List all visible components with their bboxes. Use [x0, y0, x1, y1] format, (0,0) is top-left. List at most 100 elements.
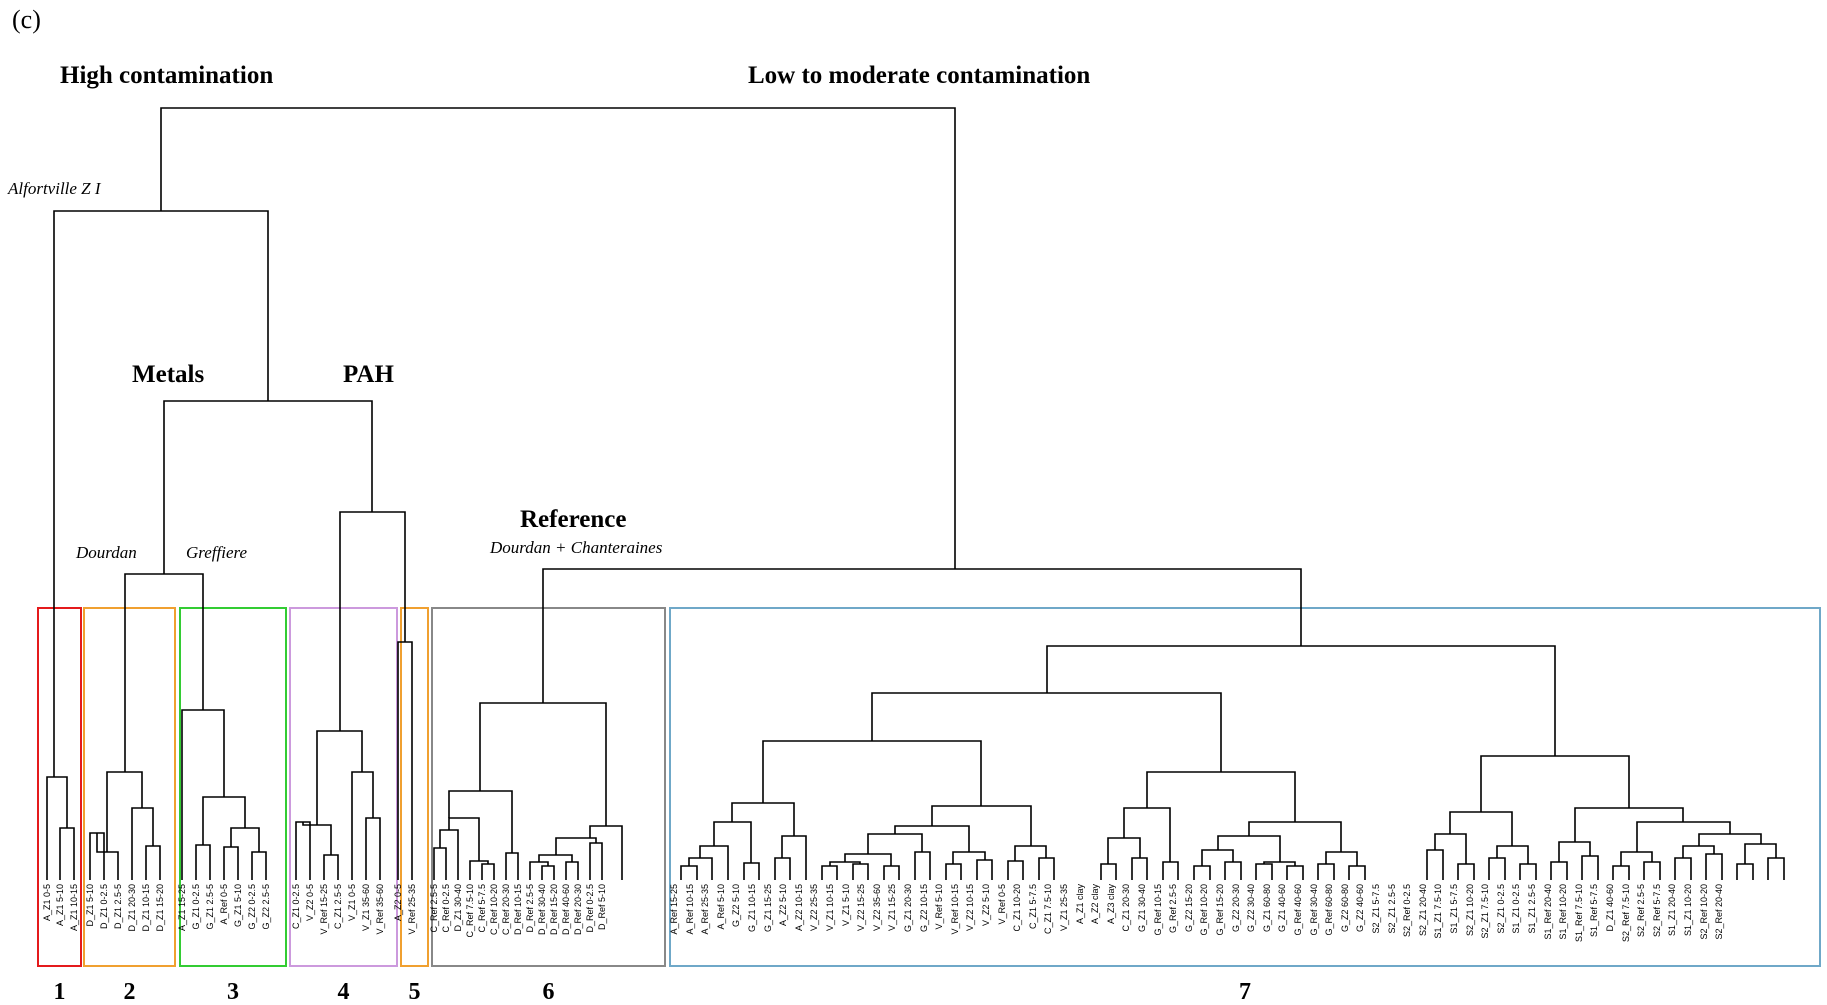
- sample-label: A_Ref 10-15: [685, 884, 695, 935]
- dendrogram-link: [1705, 853, 1723, 880]
- sample-label: A_Z1 clay: [1075, 884, 1085, 925]
- sample-label: S2_Ref 10-20: [1699, 884, 1709, 940]
- dendrogram-link: [53, 210, 269, 777]
- sample-label: G_Z2 30-40: [1246, 884, 1256, 932]
- dendrogram-link: [59, 827, 75, 880]
- sample-label: V_Z1 25-35: [1059, 884, 1069, 931]
- dendrogram-link: [1496, 845, 1529, 864]
- cluster-box: [289, 607, 398, 967]
- sample-label: C_Z1 2.5-5: [333, 884, 343, 929]
- sample-label: A_Ref 5-10: [716, 884, 726, 930]
- sample-label: D_Z1 10-15: [141, 884, 151, 932]
- sample-label: V_Z1 0-5: [347, 884, 357, 921]
- sample-label: G_Ref 40-60: [1293, 884, 1303, 936]
- sample-label: D_Z1 30-40: [453, 884, 463, 932]
- sample-label: A_Ref 0-5: [219, 884, 229, 925]
- dendrogram-link: [1574, 807, 1684, 842]
- sample-label: S1_Z1 10-20: [1683, 884, 1693, 936]
- dendrogram-link: [160, 107, 956, 569]
- sample-label: C_Z1 7.5-10: [1043, 884, 1053, 934]
- sample-label: S1_Ref 10-20: [1558, 884, 1568, 940]
- dendrogram-link: [505, 852, 519, 880]
- dendrogram-link: [1286, 865, 1304, 880]
- sample-label: C_Ref 2.5-5: [429, 884, 439, 933]
- sample-label: D_Z1 40-60: [1605, 884, 1615, 932]
- dendrogram-link: [713, 821, 752, 863]
- sample-label: G_Z2 2.5-5: [261, 884, 271, 930]
- sample-label: D_Z1 2.5-5: [113, 884, 123, 929]
- dendrogram-link: [852, 863, 869, 880]
- dendrogram-link: [1643, 861, 1661, 880]
- sample-label: V_Ref 5-10: [934, 884, 944, 930]
- dendrogram-link: [894, 825, 970, 852]
- sublabel-alfortville: Alfortville Z I: [7, 179, 102, 198]
- sample-label: G_Z2 60-80: [1340, 884, 1350, 932]
- sample-label: G_Z2 0-2.5: [247, 884, 257, 930]
- dendrogram-link: [316, 730, 363, 825]
- sublabel-greffiere: Greffiere: [186, 543, 248, 562]
- sample-label: S2_Ref 5-7.5: [1652, 884, 1662, 937]
- sample-label: V_Z1 5-10: [841, 884, 851, 926]
- sample-label: A_Z3 clay: [1106, 884, 1116, 925]
- sample-label: A_Z2 clay: [1090, 884, 1100, 925]
- dendrogram-link: [1107, 837, 1141, 864]
- sublabel-reference-sites: Dourdan + Chanteraines: [489, 538, 663, 557]
- sample-label: G_Z1 5-10: [233, 884, 243, 927]
- sample-label: G_Z1 60-80: [1262, 884, 1272, 932]
- dendrogram-link: [1488, 857, 1506, 880]
- sample-label: V_Z2 5-10: [981, 884, 991, 926]
- dendrogram-link: [529, 861, 549, 880]
- cluster-box: [400, 607, 429, 967]
- dendrogram-link: [1744, 843, 1777, 864]
- dendrogram-link: [1767, 857, 1785, 880]
- dendrogram-link: [1255, 863, 1273, 880]
- sample-label: V_Z2 25-35: [809, 884, 819, 931]
- dendrogram-link: [821, 865, 838, 880]
- dendrogram-link: [124, 573, 204, 772]
- sample-label: D_Ref 15-20: [549, 884, 559, 935]
- sample-label: S2_Z1 20-40: [1418, 884, 1428, 936]
- dendrogram-link: [1162, 861, 1179, 880]
- sample-label: S1_Ref 20-40: [1543, 884, 1553, 940]
- dendrogram-link: [1123, 807, 1171, 862]
- sample-label: A_Z1 10-15: [69, 884, 79, 931]
- heading-pah: PAH: [343, 361, 394, 388]
- sample-label: G_Z2 20-30: [1231, 884, 1241, 932]
- dendrogram-link: [1217, 835, 1281, 862]
- dendrogram-link: [1038, 857, 1055, 880]
- sample-label: C_Z1 20-30: [1121, 884, 1131, 932]
- cluster-box: [83, 607, 176, 967]
- cluster-number: 5: [409, 979, 421, 1005]
- dendrogram-link: [1612, 865, 1630, 880]
- cluster-number: 6: [543, 979, 555, 1005]
- sample-label: A_Z2 10-15: [794, 884, 804, 931]
- dendrogram-link: [743, 862, 760, 880]
- dendrogram-link: [106, 771, 143, 852]
- sample-label: A_Z1 0-5: [42, 884, 52, 921]
- heading-reference: Reference: [520, 506, 626, 533]
- dendrogram-link: [131, 807, 154, 880]
- dendrogram-link: [976, 859, 993, 880]
- sample-label: S1_Ref 7.5-10: [1574, 884, 1584, 942]
- dendrogram-link: [1558, 841, 1591, 862]
- sample-label: G_Ref 60-80: [1324, 884, 1334, 936]
- sample-label: G_Z2 5-10: [731, 884, 741, 927]
- sample-label: D_Ref 0-2.5: [585, 884, 595, 933]
- sample-label: G_Ref 10-15: [1153, 884, 1163, 936]
- sample-label: A_Z1 15-25: [177, 884, 187, 931]
- dendrogram-link: [1449, 811, 1513, 846]
- cluster-box: [37, 607, 82, 967]
- sample-label: V_Ref 35-60: [375, 884, 385, 935]
- sample-label: G_Ref 10-20: [1199, 884, 1209, 936]
- sample-label: A_Z1 5-10: [55, 884, 65, 926]
- sample-label: V_Ref 10-15: [950, 884, 960, 935]
- dendrogram-link: [339, 511, 406, 731]
- sample-label: V_Z1 35-60: [361, 884, 371, 931]
- dendrogram-link: [1480, 755, 1630, 812]
- dendrogram-link: [542, 568, 1302, 703]
- dendrogram-link: [1317, 863, 1335, 880]
- dendrogram-link: [433, 847, 447, 880]
- sample-label: S1_Z1 7.5-10: [1433, 884, 1443, 939]
- sample-label: S2_Z1 10-20: [1465, 884, 1475, 936]
- sample-label: C_Ref 0-2.5: [441, 884, 451, 933]
